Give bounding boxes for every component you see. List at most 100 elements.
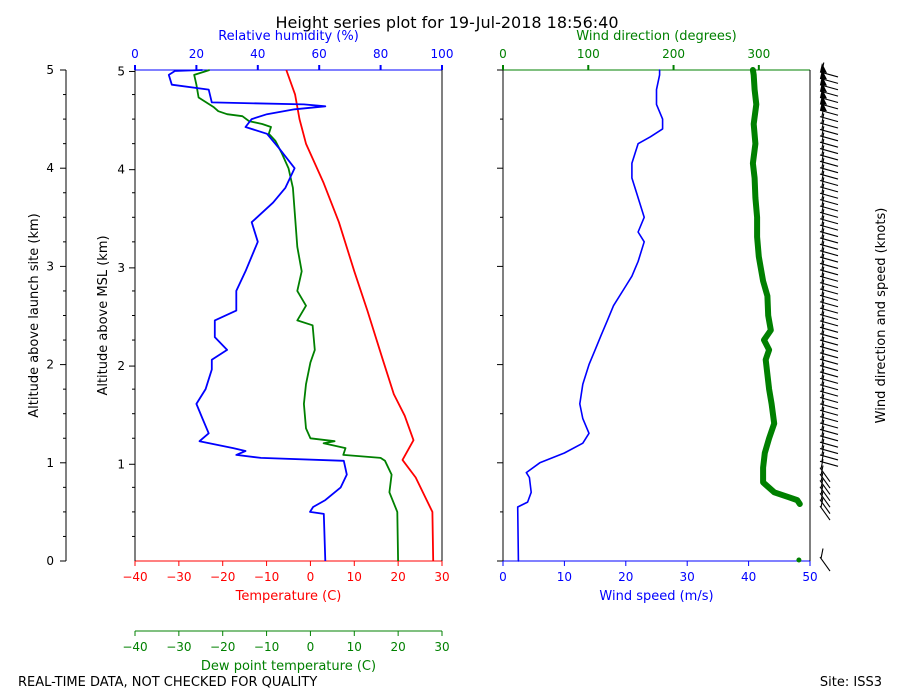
wind-barb-staff [819, 486, 831, 502]
wind-barb-staff [819, 243, 839, 250]
wind-direction-line [749, 67, 803, 507]
wind-barb-staff [819, 333, 839, 340]
wind-barb-flag [821, 375, 825, 386]
wind-barb-staff [819, 282, 839, 289]
wind-barb-staff [819, 90, 839, 97]
dew-point-temperature-line [193, 69, 399, 562]
wind-speed-tick-label: 40 [741, 570, 756, 584]
msl-altitude-tick-label: 5 [117, 64, 125, 78]
wind-barb-staff [819, 365, 839, 372]
wind-barb-staff [819, 135, 839, 142]
dewpoint-axis-label: Dew point temperature (C) [201, 659, 376, 674]
msl-altitude-tick-label: 1 [117, 457, 125, 471]
wind-barb-staff [819, 294, 839, 301]
wind-barb-staff [819, 122, 839, 129]
wind-barb-flag [821, 247, 825, 258]
wind-barb-staff [819, 473, 831, 489]
humidity-tick-label: 20 [189, 47, 204, 61]
launch-altitude-tick-label: 3 [46, 259, 54, 273]
wind-barb-staff [819, 352, 839, 359]
wind-barb-staff [819, 460, 839, 467]
wind-barb-flag [821, 202, 825, 213]
wind-barb-flag [821, 113, 825, 124]
dewpoint-tick-label: −20 [210, 640, 235, 654]
wind-barb-flag [821, 355, 825, 367]
wind-barb-staff [819, 390, 839, 397]
wind-direction-tick-label: 300 [747, 47, 770, 61]
wind-barb-flag [821, 445, 825, 456]
wind-barb-flag [821, 292, 825, 303]
wind-speed-tick-label: 0 [499, 570, 507, 584]
dewpoint-tick-label: 0 [307, 640, 315, 654]
dewpoint-tick-label: 10 [347, 640, 362, 654]
humidity-tick-label: 60 [312, 47, 327, 61]
wind-barb-staff [819, 505, 831, 521]
wind-panel: 0 10 20 30 40 50 Wind speed (m/s) 0 100 200 300 Win… [497, 29, 889, 604]
wind-barb-flag [821, 285, 825, 296]
wind-barb-flag [821, 234, 825, 245]
wind-barb-flag [821, 349, 825, 360]
wind-barb-pennant [820, 62, 827, 73]
msl-altitude-tick-label: 4 [117, 163, 125, 177]
wind-barb-flag [821, 311, 825, 322]
wind-barb-flag [821, 260, 825, 271]
wind-barb-flag [821, 183, 825, 194]
temperature-tick-label: −20 [210, 570, 235, 584]
footer-quality-note: REAL-TIME DATA, NOT CHECKED FOR QUALITY [18, 675, 317, 690]
wind-barb-staff [819, 288, 839, 295]
wind-direction-tick-label: 200 [662, 47, 685, 61]
wind-direction-surface-point [796, 557, 802, 563]
wind-barb-staff [819, 205, 839, 212]
wind-barb-staff [819, 499, 831, 514]
wind-barb-staff [819, 384, 839, 391]
humidity-tick-label: 80 [373, 47, 388, 61]
wind-barb-flag [821, 196, 825, 207]
wind-barb-staff [819, 160, 839, 167]
wind-barb-staff [819, 250, 839, 257]
footer-site: Site: ISS3 [820, 675, 882, 690]
wind-barb-staff [819, 441, 839, 448]
wind-barb-staff [819, 313, 839, 321]
wind-barb-flag [821, 413, 825, 424]
wind-barb-flag [821, 324, 825, 335]
wind-barb-flag [821, 451, 825, 462]
wind-barb-staff [819, 231, 839, 238]
dewpoint-tick-label: 20 [391, 640, 406, 654]
wind-speed-tick-label: 10 [557, 570, 572, 584]
wind-barb-flag [821, 330, 825, 341]
wind-barb-staff [819, 422, 839, 429]
wind-barb-flag [821, 145, 825, 156]
temperature-tick-label: −10 [254, 570, 279, 584]
wind-barb-staff [819, 480, 831, 495]
wind-barb-staff [819, 218, 839, 225]
wind-barb-staff [819, 256, 839, 263]
wind-barb-staff [819, 141, 839, 148]
wind-barb-flag [820, 548, 824, 559]
wind-barb-flag [821, 426, 825, 437]
wind-barb-staff [819, 154, 839, 161]
wind-barb-flag [821, 177, 825, 188]
wind-barb-staff [819, 435, 839, 442]
dewpoint-tick-label: −30 [166, 640, 191, 654]
wind-barb-staff [819, 148, 839, 155]
wind-barb-flag [821, 343, 825, 354]
wind-barb-flag [821, 164, 825, 175]
msl-altitude-axis-label: Altitude above MSL (km) [96, 235, 111, 395]
wind-barb-staff [819, 109, 839, 116]
wind-barb-staff [819, 448, 839, 455]
wind-barb-staff [819, 358, 839, 365]
wind-barb-flag [821, 266, 825, 277]
dewpoint-tick-label: −40 [122, 640, 147, 654]
wind-barb-staff [819, 326, 839, 333]
launch-altitude-tick-label: 0 [46, 554, 54, 568]
wind-barb-flag [821, 126, 825, 137]
wind-barb-staff [819, 339, 839, 346]
wind-barb-flag [821, 138, 825, 150]
wind-barb-staff [819, 71, 839, 78]
wind-barb-flag [821, 419, 825, 431]
wind-barb-staff [819, 269, 839, 276]
wind-barb-flag [821, 241, 825, 252]
temperature-tick-label: 30 [434, 570, 449, 584]
launch-altitude-tick-label: 4 [46, 161, 54, 175]
